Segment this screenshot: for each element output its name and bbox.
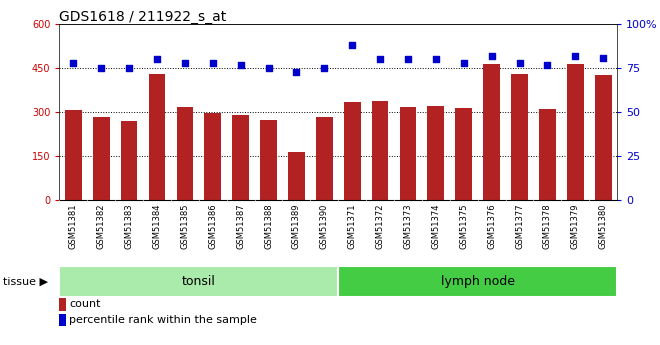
Bar [59,298,66,310]
Text: GSM51374: GSM51374 [432,203,440,249]
Bar [176,107,193,200]
Text: count: count [69,299,101,309]
Text: GSM51371: GSM51371 [348,203,356,249]
Bar [316,117,333,200]
Text: GSM51389: GSM51389 [292,203,301,249]
Text: GSM51385: GSM51385 [180,203,189,249]
Text: GSM51386: GSM51386 [209,203,217,249]
Bar [232,115,249,200]
Text: percentile rank within the sample: percentile rank within the sample [69,315,257,325]
Point [375,57,385,62]
Text: GSM51373: GSM51373 [403,203,412,249]
Bar [428,106,444,200]
Point [459,60,469,66]
Point [598,55,609,60]
Bar [567,64,583,200]
Text: GSM51390: GSM51390 [320,203,329,249]
Bar [511,74,528,200]
Text: GSM51383: GSM51383 [125,203,133,249]
Bar [455,108,472,200]
Point [430,57,441,62]
Bar [205,113,221,200]
Bar [372,101,389,200]
Point [347,42,358,48]
Point [124,66,135,71]
Text: GSM51378: GSM51378 [543,203,552,249]
Text: GSM51372: GSM51372 [376,203,385,249]
Bar [260,120,277,200]
Bar [595,76,612,200]
Bar [344,102,360,200]
Text: GSM51387: GSM51387 [236,203,245,249]
Bar [148,74,166,200]
Text: GDS1618 / 211922_s_at: GDS1618 / 211922_s_at [59,10,226,24]
Point [542,62,552,67]
Bar [59,266,338,297]
Text: GSM51381: GSM51381 [69,203,78,249]
Bar [539,109,556,200]
Bar [399,107,416,200]
Text: tissue ▶: tissue ▶ [3,276,48,286]
Point [207,60,218,66]
Point [319,66,329,71]
Text: GSM51379: GSM51379 [571,203,579,249]
Bar [59,314,66,326]
Bar [338,266,617,297]
Point [180,60,190,66]
Text: GSM51376: GSM51376 [487,203,496,249]
Point [514,60,525,66]
Bar [288,152,305,200]
Point [152,57,162,62]
Text: GSM51384: GSM51384 [152,203,162,249]
Text: GSM51382: GSM51382 [97,203,106,249]
Text: lymph node: lymph node [441,275,515,288]
Bar [483,64,500,200]
Point [263,66,274,71]
Text: GSM51375: GSM51375 [459,203,468,249]
Text: GSM51377: GSM51377 [515,203,524,249]
Bar [65,110,82,200]
Bar [93,117,110,200]
Point [291,69,302,75]
Text: GSM51388: GSM51388 [264,203,273,249]
Point [96,66,106,71]
Point [236,62,246,67]
Bar [121,121,137,200]
Point [570,53,581,59]
Point [68,60,79,66]
Text: tonsil: tonsil [182,275,216,288]
Point [486,53,497,59]
Text: GSM51380: GSM51380 [599,203,608,249]
Point [403,57,413,62]
